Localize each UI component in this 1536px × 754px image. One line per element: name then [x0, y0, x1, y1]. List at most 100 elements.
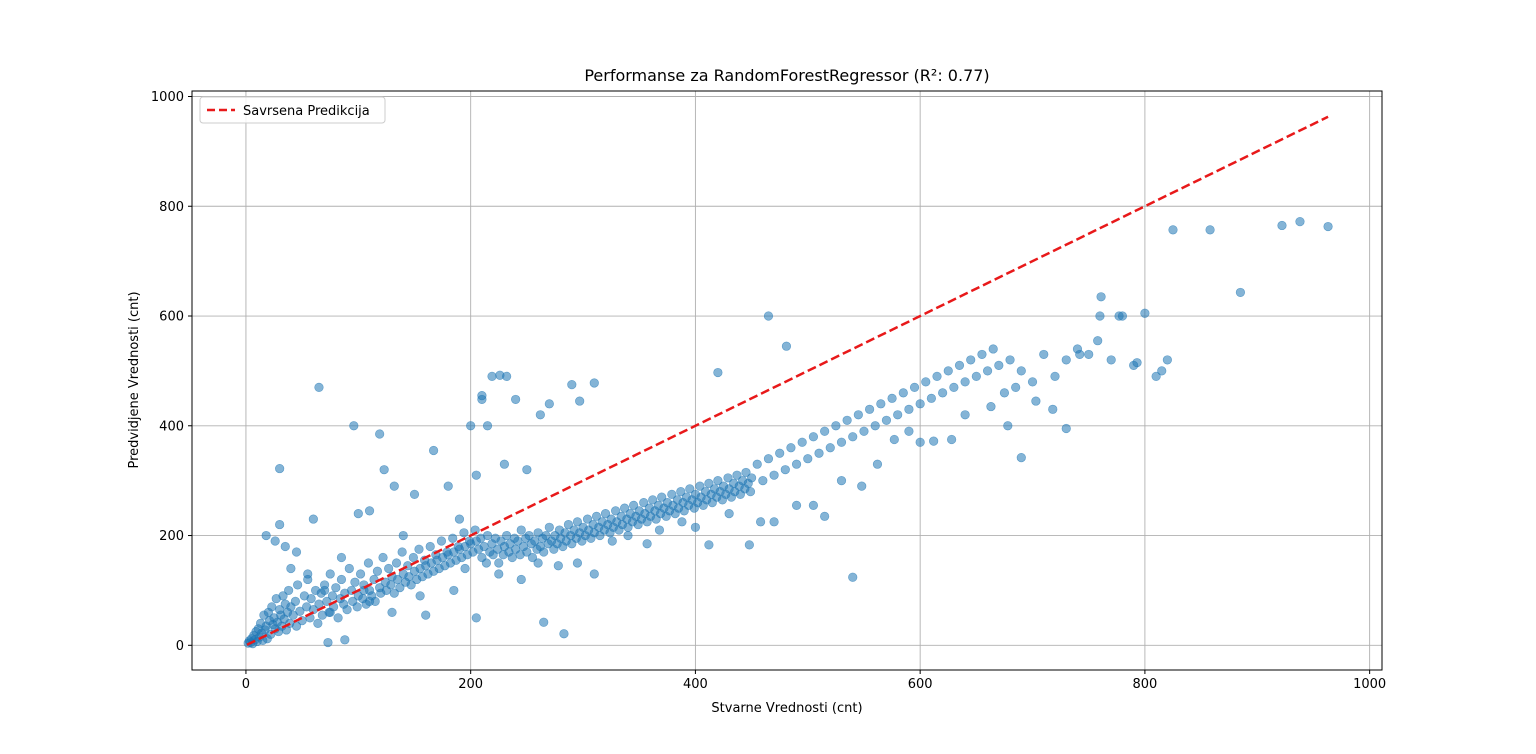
scatter-point [864, 404, 875, 414]
scatter-point [544, 522, 554, 532]
scatter-point [611, 506, 621, 516]
scatter-point [690, 522, 701, 532]
y-tick-label: 1000 [151, 90, 184, 105]
x-tick-label: 600 [908, 677, 933, 692]
scatter-point [881, 415, 892, 425]
scatter-point [516, 574, 526, 585]
perfect-prediction-line [246, 115, 1329, 646]
scatter-point [986, 401, 996, 412]
scatter-point [857, 481, 867, 491]
scatter-point [1095, 311, 1105, 321]
scatter-point [378, 552, 388, 563]
scatter-point [1039, 349, 1049, 360]
scatter-point [1016, 366, 1026, 376]
scatter-point [859, 426, 869, 436]
scatter-point [494, 558, 504, 568]
scatter-point [667, 489, 677, 499]
scatter-point [349, 421, 359, 431]
scatter-point [732, 470, 742, 480]
scatter-point [1048, 404, 1058, 414]
x-tick-label: 0 [242, 677, 250, 692]
scatter-point [921, 377, 931, 387]
scatter-point [747, 473, 757, 483]
scatter-point [575, 396, 585, 406]
scatter-point [482, 421, 493, 431]
scatter-point [1096, 292, 1106, 302]
scatter-point [460, 563, 470, 574]
scatter-point [915, 399, 925, 409]
scatter-point [415, 591, 425, 601]
scatter-point [929, 436, 939, 446]
scatter-point [522, 547, 532, 557]
y-axis-ticks: 0 200 400 600 800 1000 [151, 90, 192, 654]
scatter-point [559, 629, 569, 639]
scatter-point [1157, 366, 1167, 376]
scatter-point [1277, 220, 1287, 231]
scatter-point [960, 410, 970, 420]
y-axis-label: Predvidjene Vrednosti (cnt) [127, 291, 142, 468]
scatter-point [971, 371, 981, 381]
scatter-point [915, 437, 925, 447]
scatter-point [303, 569, 313, 579]
scatter-point [443, 481, 453, 491]
scatter-point [1093, 336, 1103, 346]
scatter-point [1168, 225, 1178, 235]
scatter-point [1151, 371, 1161, 381]
scatter-point [591, 511, 602, 521]
scatter-point [459, 528, 469, 538]
scatter-point [466, 421, 476, 431]
scatter-point [814, 448, 824, 458]
scatter-point [406, 580, 416, 590]
x-tick-label: 1000 [1353, 677, 1386, 692]
scatter-point [797, 437, 807, 447]
scatter-point [342, 605, 352, 615]
scatter-point [898, 388, 908, 398]
scatter-point [836, 476, 847, 486]
x-axis-ticks: 0 200 400 600 800 1000 [242, 670, 1386, 692]
scatter-point [567, 380, 577, 390]
scatter-point [353, 508, 363, 519]
scatter-point [544, 399, 554, 409]
scatter-point [820, 511, 830, 521]
scatter-point [763, 454, 774, 464]
scatter-point [516, 525, 526, 535]
scatter-point [938, 388, 948, 398]
scatter-point [572, 517, 583, 527]
y-tick-label: 600 [159, 310, 184, 325]
legend: Savrsena Predikcija [199, 96, 386, 124]
scatter-point [336, 574, 347, 585]
scatter-point [1323, 221, 1333, 232]
y-tick-label: 200 [159, 529, 184, 544]
scatter-point [436, 536, 447, 546]
scatter-point [1140, 308, 1150, 318]
scatter-point [487, 371, 497, 381]
scatter-point [954, 360, 965, 371]
grid-layer [192, 91, 1382, 670]
y-tick-label: 400 [159, 419, 184, 434]
scatter-point [947, 434, 957, 445]
legend-box [199, 96, 386, 124]
scatter-point [325, 569, 335, 579]
scatter-point [1027, 377, 1038, 387]
scatter-point [284, 585, 294, 596]
scatter-point [1295, 217, 1305, 227]
scatter-point [648, 495, 658, 505]
scatter-point [375, 429, 385, 439]
scatter-point [831, 421, 841, 431]
scatter-point [713, 367, 723, 378]
x-tick-label: 400 [683, 677, 708, 692]
scatter-point [629, 500, 639, 510]
scatter-point [1235, 287, 1246, 298]
scatter-point [539, 547, 549, 557]
scatter-point [994, 360, 1004, 371]
scatter-point [741, 467, 751, 478]
scatter-point [623, 530, 633, 541]
scatter-point [808, 432, 819, 442]
scatter-point [755, 517, 766, 527]
scatter-point [780, 465, 790, 475]
scatter-point [280, 541, 290, 552]
scatter-point [904, 426, 914, 436]
scatter-point [1084, 349, 1094, 360]
scatter-point [791, 500, 802, 510]
